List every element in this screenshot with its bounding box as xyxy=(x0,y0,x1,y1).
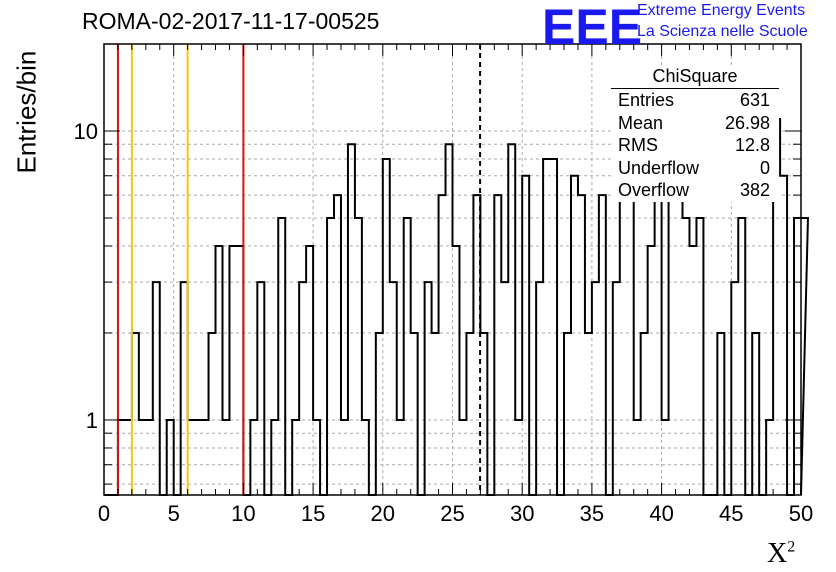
x-tick-label: 30 xyxy=(510,501,534,526)
x-tick-label: 35 xyxy=(580,501,604,526)
stats-box: ChiSquare Entries 631 Mean 26.98 RMS 12.8 Unde… xyxy=(611,66,779,202)
x-axis-label-base: X xyxy=(767,538,788,569)
x-tick-label: 0 xyxy=(98,501,110,526)
x-tick-label: 15 xyxy=(301,501,325,526)
logo-line2: La Scienza nelle Scuole xyxy=(637,23,808,40)
x-tick-label: 10 xyxy=(231,501,255,526)
chart-title: ROMA-02-2017-11-17-00525 xyxy=(82,8,380,34)
stats-rows: Entries 631 Mean 26.98 RMS 12.8 Underflow 0 Over… xyxy=(611,89,779,202)
x-tick-label: 25 xyxy=(440,501,464,526)
stats-row: Entries 631 xyxy=(611,89,779,112)
logo-line1: Extreme Energy Events xyxy=(637,2,806,19)
x-tick-label: 20 xyxy=(371,501,395,526)
eee-logo: EEE xyxy=(542,0,643,55)
y-tick-label: 10 xyxy=(74,119,98,144)
stats-value: 631 xyxy=(739,90,770,110)
x-axis-label: X2 xyxy=(767,538,795,570)
histogram-line xyxy=(104,118,809,496)
stats-value: 0 xyxy=(759,157,770,178)
x-tick-label: 5 xyxy=(168,501,180,526)
stats-label: Overflow xyxy=(618,180,690,200)
stats-label: Entries xyxy=(618,90,675,110)
stats-label: RMS xyxy=(618,135,658,155)
stats-row: RMS 12.8 xyxy=(611,134,779,157)
stats-title: ChiSquare xyxy=(611,66,779,89)
x-tick-label: 40 xyxy=(649,501,673,526)
x-tick-label: 50 xyxy=(789,501,813,526)
stats-label: Mean xyxy=(618,112,664,133)
stats-value: 382 xyxy=(739,180,770,200)
y-tick-label: 1 xyxy=(86,408,98,433)
stats-row: Mean 26.98 xyxy=(611,112,779,135)
stats-value: 12.8 xyxy=(734,135,770,155)
stats-row: Overflow 382 xyxy=(611,179,779,202)
stats-row: Underflow 0 xyxy=(611,157,779,180)
y-axis-label: Entries/bin xyxy=(11,50,42,174)
stats-value: 26.98 xyxy=(724,112,770,133)
x-axis-label-sup: 2 xyxy=(787,538,796,556)
stats-label: Underflow xyxy=(618,157,700,178)
x-tick-label: 45 xyxy=(719,501,743,526)
